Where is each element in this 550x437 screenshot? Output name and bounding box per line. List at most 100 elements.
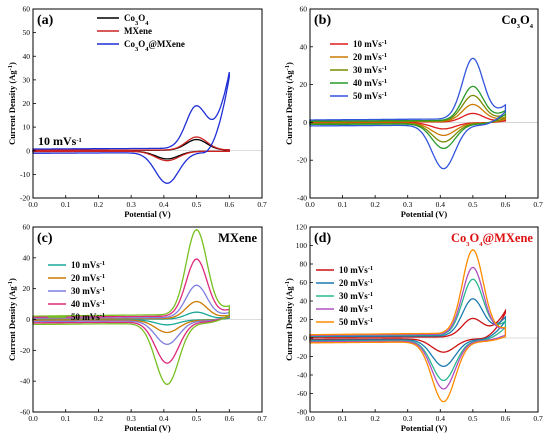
x-tick-label: 0.6 [501, 414, 511, 423]
legend-entry: Co3O4@MXene [124, 39, 185, 53]
panel-label: (c) [37, 231, 53, 246]
y-tick-label: -10 [20, 170, 30, 179]
x-axis-label: Potential (V) [401, 209, 448, 219]
x-tick-label: 0.6 [501, 200, 511, 209]
series-line-4 [309, 85, 507, 150]
y-tick-label: -40 [297, 194, 307, 203]
x-tick-label: 0.0 [28, 200, 38, 209]
x-tick-label: 0.2 [94, 200, 104, 209]
series-line-5 [309, 249, 507, 403]
x-tick-label: 0.5 [192, 414, 202, 423]
y-tick-label: 20 [23, 99, 31, 108]
y-tick-label: -60 [20, 408, 30, 417]
x-axis-label: Potential (V) [401, 423, 448, 433]
legend-entry: 40 mVs-1 [353, 78, 387, 89]
y-tick-label: -20 [297, 156, 307, 165]
y-tick-label: -40 [297, 371, 307, 380]
x-tick-label: 0.4 [159, 414, 169, 423]
panel-label: (b) [314, 13, 331, 28]
legend-entry: 40 mVs-1 [339, 304, 373, 315]
x-tick-label: 0.0 [305, 200, 315, 209]
legend-entry: 20 mVs-1 [353, 52, 387, 63]
x-tick-label: 0.2 [370, 414, 380, 423]
series-line-3 [32, 71, 230, 184]
x-axis-label: Potential (V) [124, 423, 171, 433]
x-tick-label: 0.5 [192, 200, 202, 209]
panel-label: (a) [37, 13, 54, 28]
legend-entry: 20 mVs-1 [71, 273, 105, 284]
y-tick-label: 0 [303, 118, 307, 127]
y-tick-label: 10 [23, 123, 31, 132]
x-tick-label: 0.7 [257, 200, 267, 209]
legend-entry: 10 mVs-1 [353, 39, 387, 50]
y-tick-label: 40 [23, 52, 31, 61]
scan-rate-annotation: 10 mVs-1 [38, 134, 82, 148]
x-tick-label: 0.7 [533, 414, 543, 423]
y-tick-label: 40 [300, 297, 308, 306]
series-line-2 [32, 136, 230, 162]
x-tick-label: 0.4 [436, 200, 446, 209]
y-tick-label: 40 [300, 42, 308, 51]
y-axis-label: Current Density (Ag-1) [7, 278, 18, 361]
x-tick-label: 0.4 [436, 414, 446, 423]
legend-entry: 30 mVs-1 [71, 286, 105, 297]
y-tick-label: 100 [296, 241, 308, 250]
x-tick-label: 0.5 [468, 200, 478, 209]
y-tick-label: -20 [20, 346, 30, 355]
chart-panel-3: 0.0 0.1 0.2 0.3 0.4 0.5 0.6 0.7 -60 -40 -20 0 20 40 60… [7, 223, 267, 434]
legend-entry: 10 mVs-1 [71, 260, 105, 271]
x-tick-label: 0.2 [94, 414, 104, 423]
legend-entry: 50 mVs-1 [71, 312, 105, 323]
x-axis-label: Potential (V) [124, 209, 171, 219]
x-tick-label: 0.6 [225, 414, 235, 423]
chart-panel-4: 0.0 0.1 0.2 0.3 0.4 0.5 0.6 0.7 -80 -60 -40 -20 0 20 4… [284, 223, 543, 434]
y-tick-label: 20 [23, 284, 31, 293]
legend-entry: 30 mVs-1 [353, 65, 387, 76]
x-tick-label: 0.1 [61, 200, 71, 209]
series-line-2 [32, 300, 230, 334]
y-tick-label: 60 [300, 278, 308, 287]
y-axis-label: Current Density (Ag-1) [284, 278, 295, 361]
plot-frame [32, 8, 263, 199]
y-tick-label: -20 [20, 194, 30, 203]
y-tick-label: 0 [303, 334, 307, 343]
x-tick-label: 0.0 [305, 414, 315, 423]
legend-entry: 30 mVs-1 [339, 291, 373, 302]
panel-title: Co3O4 [501, 13, 533, 30]
y-tick-label: 40 [23, 253, 31, 262]
x-tick-label: 0.4 [159, 200, 169, 209]
y-tick-label: -80 [297, 408, 307, 417]
y-tick-label: 60 [300, 5, 308, 14]
x-tick-label: 0.2 [370, 200, 380, 209]
y-tick-label: 120 [296, 223, 308, 232]
x-tick-label: 0.3 [126, 414, 136, 423]
chart-panel-1: 0.0 0.1 0.2 0.3 0.4 0.5 0.6 0.7 -20 -10 0 10 20 30 40 5… [7, 5, 267, 220]
series-line-1 [309, 308, 507, 353]
y-tick-label: 60 [23, 223, 31, 232]
legend-entry: 50 mVs-1 [353, 91, 387, 102]
plot-frame [309, 8, 539, 199]
panel-label: (d) [314, 231, 331, 246]
panel-title: MXene [218, 231, 257, 245]
legend-entry: 50 mVs-1 [339, 317, 373, 328]
series-line-5 [32, 228, 230, 386]
x-tick-label: 0.6 [225, 200, 235, 209]
legend-entry: 20 mVs-1 [339, 278, 373, 289]
x-tick-label: 0.7 [533, 200, 543, 209]
series-line-5 [309, 57, 507, 170]
y-tick-label: 80 [300, 260, 308, 269]
y-tick-label: 0 [26, 315, 30, 324]
y-tick-label: -20 [297, 352, 307, 361]
legend-entry: 40 mVs-1 [71, 299, 105, 310]
x-tick-label: 0.5 [468, 414, 478, 423]
y-tick-label: 60 [23, 5, 31, 14]
x-tick-label: 0.0 [28, 414, 38, 423]
x-tick-label: 0.1 [338, 200, 348, 209]
x-tick-label: 0.1 [338, 414, 348, 423]
y-tick-label: 30 [23, 75, 31, 84]
legend-entry: Co3O4 [124, 13, 149, 27]
y-tick-label: 20 [300, 315, 308, 324]
x-tick-label: 0.7 [257, 414, 267, 423]
x-tick-label: 0.3 [403, 414, 413, 423]
